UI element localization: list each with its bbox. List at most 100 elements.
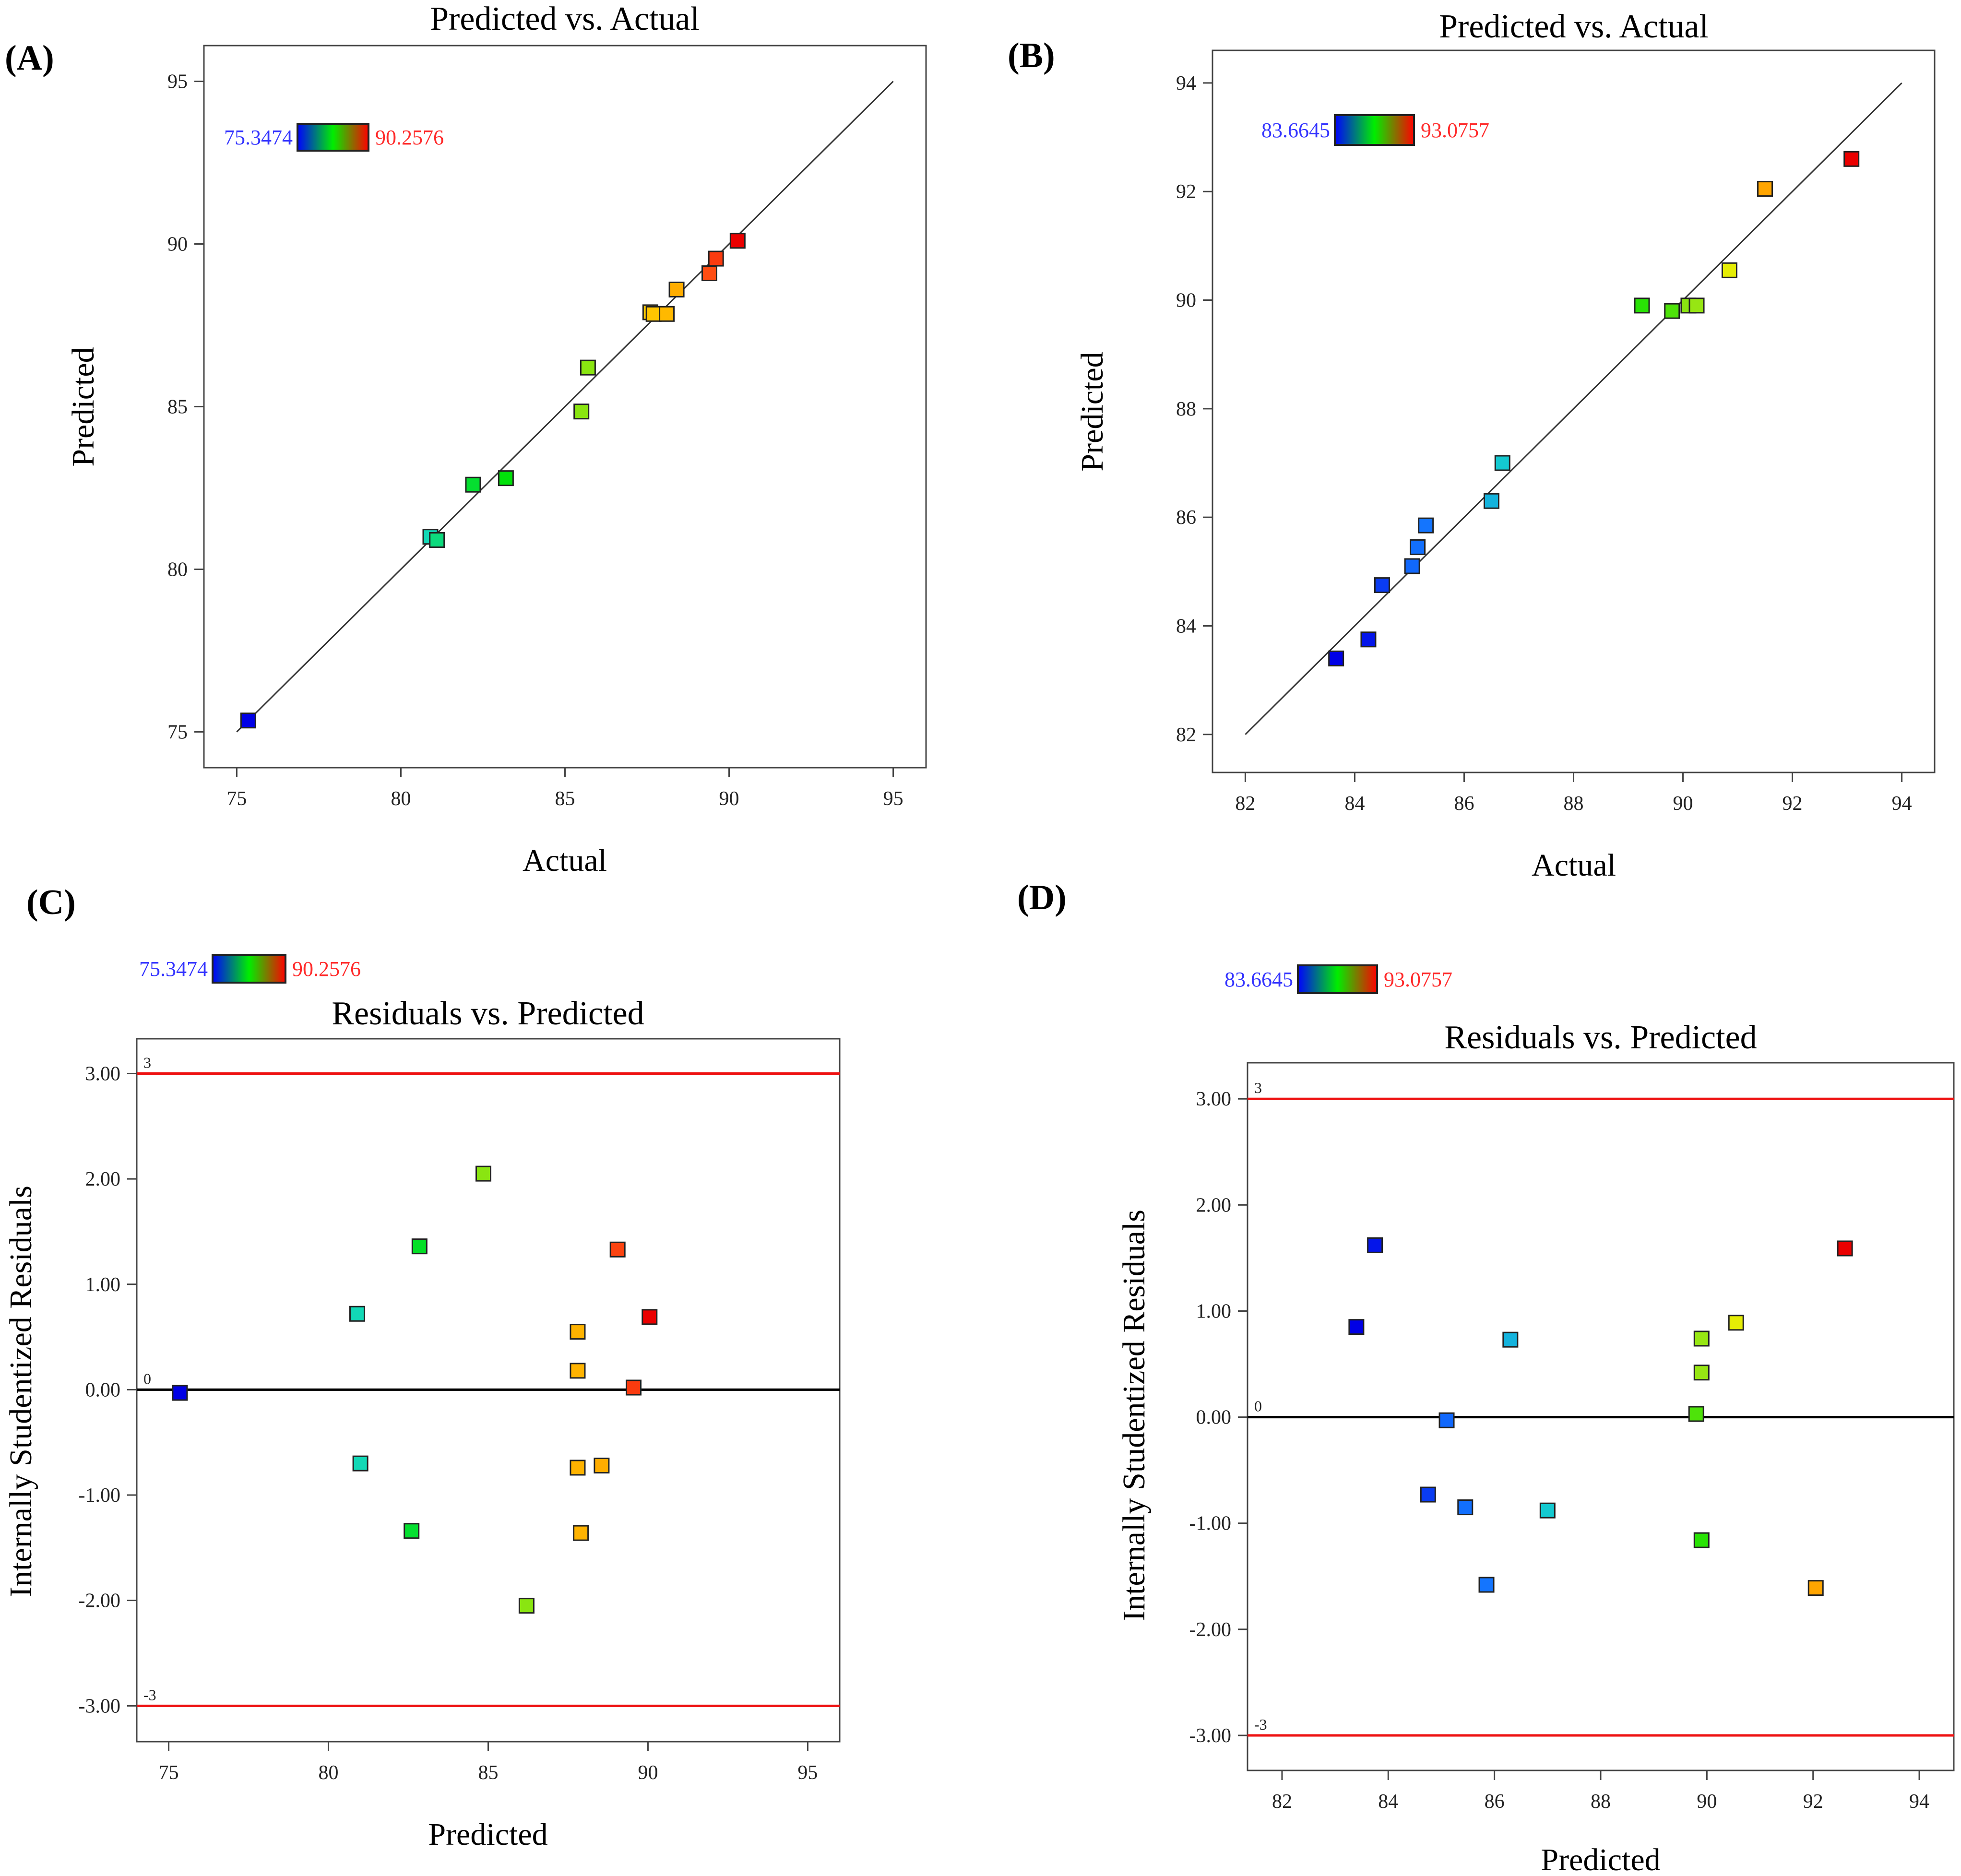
x-axis-label-d: Predicted bbox=[1541, 1842, 1660, 1876]
x-axis-label-a: Actual bbox=[523, 843, 607, 878]
data-point-d bbox=[1502, 1331, 1519, 1348]
data-point-c bbox=[475, 1165, 492, 1182]
y-tick-label-c: 3.00 bbox=[85, 1063, 121, 1085]
y-tick-label-b: 92 bbox=[1176, 181, 1196, 203]
data-point-c bbox=[594, 1458, 610, 1474]
y-tick-label-c: 0.00 bbox=[85, 1379, 121, 1401]
y-tick-label-c: 2.00 bbox=[85, 1168, 121, 1190]
y-tick-label-d: -3.00 bbox=[1189, 1725, 1232, 1747]
x-tick-label-d: 90 bbox=[1697, 1791, 1717, 1813]
data-point-b bbox=[1374, 577, 1390, 594]
data-point-b bbox=[1688, 297, 1705, 314]
reference-line-label-d: 3 bbox=[1254, 1079, 1262, 1096]
data-point-a bbox=[465, 476, 481, 493]
y-tick-label-c: 1.00 bbox=[85, 1274, 121, 1296]
chart-title-c: Residuals vs. Predicted bbox=[332, 995, 644, 1032]
data-point-d bbox=[1693, 1532, 1710, 1548]
data-point-d bbox=[1438, 1412, 1455, 1428]
data-point-c bbox=[404, 1523, 420, 1539]
data-point-b bbox=[1418, 517, 1434, 534]
y-tick-label-a: 75 bbox=[167, 721, 188, 743]
data-point-a bbox=[668, 281, 685, 297]
data-point-a bbox=[729, 233, 746, 249]
x-axis-label-c: Predicted bbox=[428, 1817, 547, 1852]
y-tick-label-c: -3.00 bbox=[79, 1695, 121, 1717]
x-tick-label-d: 86 bbox=[1485, 1791, 1505, 1813]
y-tick-label-b: 90 bbox=[1176, 290, 1196, 312]
x-tick-label-c: 75 bbox=[159, 1762, 179, 1784]
y-tick-label-d: -2.00 bbox=[1189, 1619, 1232, 1641]
x-tick-label-d: 94 bbox=[1909, 1791, 1929, 1813]
y-tick-label-c: -1.00 bbox=[79, 1484, 121, 1507]
y-tick-label-d: 0.00 bbox=[1196, 1407, 1232, 1429]
data-point-d bbox=[1693, 1365, 1710, 1381]
y-axis-label-d: Internally Studentized Residuals bbox=[1117, 1210, 1152, 1621]
y-tick-label-b: 84 bbox=[1176, 615, 1196, 637]
x-tick-label-b: 92 bbox=[1783, 793, 1803, 815]
y-axis-label-c: Internally Studentized Residuals bbox=[3, 1186, 38, 1597]
color-legend-min-c: 75.3474 bbox=[139, 957, 208, 981]
chart-b: (B) Predicted vs. Actual 82 84 86 88 90 92 94 82 8… bbox=[1008, 8, 1936, 883]
data-point-c bbox=[570, 1363, 586, 1379]
x-tick-label-a: 95 bbox=[883, 788, 903, 810]
chart-a: (A) Predicted vs. Actual 75 80 85 90 95 75 80 85 9… bbox=[5, 0, 927, 878]
chart-title-a: Predicted vs. Actual bbox=[430, 0, 700, 37]
data-point-b bbox=[1634, 297, 1650, 314]
color-legend-min-b: 83.6645 bbox=[1261, 119, 1330, 142]
x-tick-label-a: 90 bbox=[719, 788, 739, 810]
y-tick-label-d: -1.00 bbox=[1189, 1513, 1232, 1535]
x-tick-label-d: 92 bbox=[1803, 1791, 1823, 1813]
x-tick-label-a: 80 bbox=[391, 788, 411, 810]
x-tick-label-b: 86 bbox=[1454, 793, 1474, 815]
data-point-c bbox=[642, 1309, 658, 1325]
data-point-b bbox=[1410, 539, 1426, 555]
x-tick-label-a: 85 bbox=[555, 788, 575, 810]
chart-d: (D) Residuals vs. Predicted 82 84 86 88 90 92 94… bbox=[1017, 878, 1955, 1876]
color-legend-min-d: 83.6645 bbox=[1224, 968, 1293, 991]
data-point-b bbox=[1494, 455, 1510, 471]
data-point-a bbox=[645, 306, 662, 322]
y-tick-label-b: 86 bbox=[1176, 507, 1196, 529]
y-axis-label-a: Predicted bbox=[66, 347, 101, 466]
data-point-b bbox=[1664, 303, 1680, 319]
data-point-a bbox=[498, 470, 514, 487]
data-point-a bbox=[240, 712, 256, 729]
data-point-d bbox=[1728, 1315, 1744, 1331]
x-tick-label-c: 95 bbox=[797, 1762, 818, 1784]
data-point-b bbox=[1721, 262, 1737, 278]
data-point-a bbox=[573, 404, 590, 420]
data-point-b bbox=[1404, 558, 1420, 574]
panel-label-c: (C) bbox=[26, 883, 76, 922]
reference-line-label-d: 0 bbox=[1254, 1398, 1262, 1415]
data-point-a bbox=[429, 532, 445, 548]
color-legend-min-a: 75.3474 bbox=[224, 126, 293, 149]
chart-title-b: Predicted vs. Actual bbox=[1439, 8, 1709, 45]
y-tick-label-b: 82 bbox=[1176, 724, 1196, 746]
data-point-c bbox=[349, 1306, 365, 1322]
x-tick-label-b: 94 bbox=[1892, 793, 1912, 815]
color-legend-max-a: 90.2576 bbox=[375, 126, 444, 149]
x-tick-label-d: 84 bbox=[1378, 1791, 1398, 1813]
data-point-b bbox=[1757, 181, 1773, 197]
reference-line-label-c: 3 bbox=[143, 1054, 151, 1071]
data-point-d bbox=[1837, 1240, 1853, 1257]
data-point-c bbox=[570, 1460, 586, 1476]
x-tick-label-c: 80 bbox=[319, 1762, 339, 1784]
y-tick-label-a: 95 bbox=[167, 71, 188, 93]
data-point-c bbox=[573, 1525, 589, 1541]
data-point-c bbox=[352, 1455, 368, 1472]
x-tick-label-c: 90 bbox=[638, 1762, 658, 1784]
data-point-d bbox=[1457, 1499, 1474, 1516]
y-axis-label-b: Predicted bbox=[1075, 352, 1110, 471]
x-tick-label-b: 82 bbox=[1235, 793, 1255, 815]
color-legend-bar-b bbox=[1334, 114, 1415, 146]
y-tick-label-b: 88 bbox=[1176, 398, 1196, 420]
color-legend-max-d: 93.0757 bbox=[1384, 968, 1452, 991]
y-tick-label-a: 90 bbox=[167, 234, 188, 256]
x-tick-label-b: 88 bbox=[1564, 793, 1584, 815]
panel-label-a: (A) bbox=[5, 38, 54, 78]
y-tick-label-d: 3.00 bbox=[1196, 1088, 1232, 1110]
y-tick-label-b: 94 bbox=[1176, 72, 1196, 95]
color-legend-bar-d bbox=[1297, 964, 1378, 994]
